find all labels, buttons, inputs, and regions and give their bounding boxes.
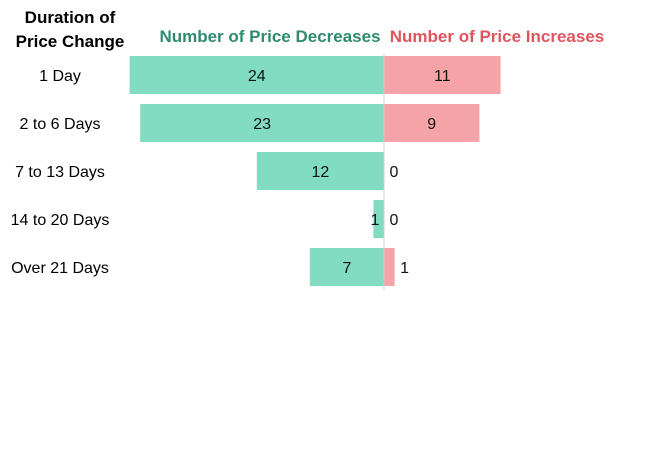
decrease-value-label: 1 bbox=[371, 212, 380, 229]
bars-group: 1 Day 24 112 to 6 Days 23 97 to 13 Days 12 014… bbox=[11, 56, 501, 286]
category-label: 14 to 20 Days bbox=[11, 212, 110, 229]
increase-bar bbox=[384, 104, 480, 142]
category-label: 2 to 6 Days bbox=[20, 116, 101, 133]
decrease-value-label: 7 bbox=[342, 260, 351, 277]
increase-value-label: 0 bbox=[390, 212, 399, 229]
increase-value-label: 1 bbox=[400, 260, 409, 277]
decrease-value-label: 12 bbox=[312, 164, 330, 181]
decrease-value-label: 24 bbox=[248, 68, 266, 85]
increase-value-label: 11 bbox=[434, 68, 451, 85]
category-label: 1 Day bbox=[39, 68, 81, 85]
decrease-bar bbox=[309, 248, 384, 286]
increase-bar bbox=[384, 56, 501, 94]
increase-value-label: 9 bbox=[427, 116, 436, 133]
decreases-series-label: Number of Price Decreases bbox=[159, 27, 380, 46]
increases-series-label: Number of Price Increases bbox=[390, 27, 604, 46]
increase-bar bbox=[384, 248, 395, 286]
decrease-bar bbox=[373, 200, 384, 238]
category-header-line-1: Duration of bbox=[25, 8, 116, 27]
decrease-bar bbox=[256, 152, 384, 190]
decrease-bar bbox=[140, 104, 384, 142]
increase-value-label: 0 bbox=[390, 164, 399, 181]
decrease-value-label: 23 bbox=[253, 116, 271, 133]
category-label: 7 to 13 Days bbox=[15, 164, 105, 181]
category-header-line-2: Price Change bbox=[16, 32, 125, 51]
category-label: Over 21 Days bbox=[11, 260, 109, 277]
decrease-bar bbox=[129, 56, 384, 94]
